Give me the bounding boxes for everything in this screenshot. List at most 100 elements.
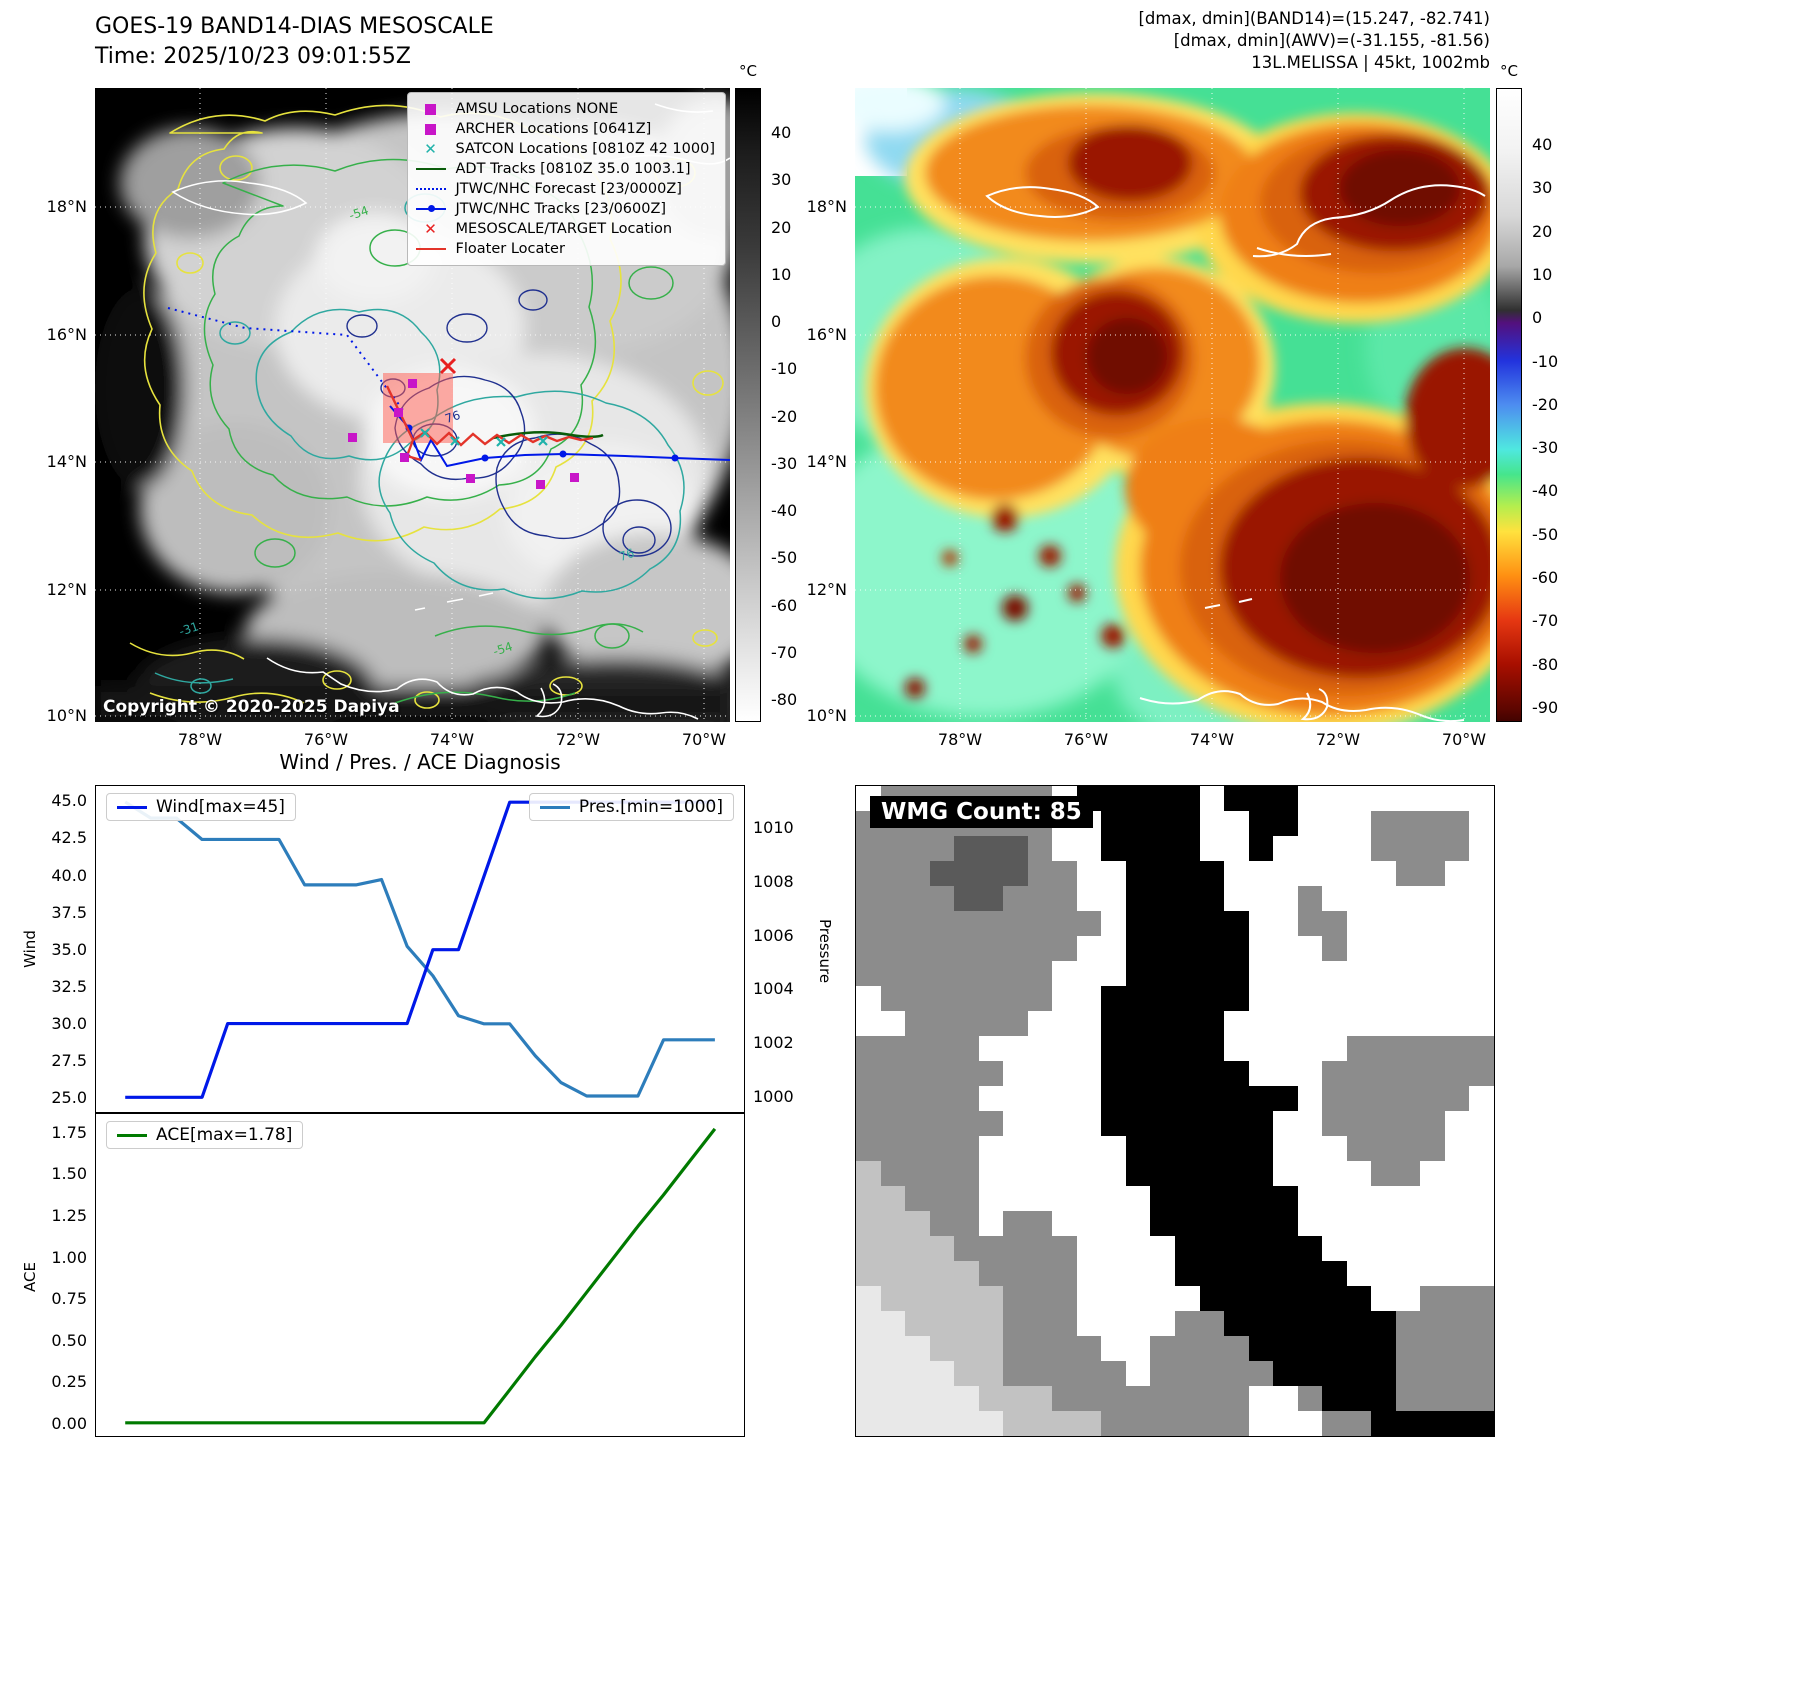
ace-legend-line-icon xyxy=(117,1133,147,1137)
band14-colorbar-unit: °C xyxy=(739,62,757,80)
wind-legend-line-icon xyxy=(117,805,147,809)
legend-item-label: JTWC/NHC Tracks [23/0600Z] xyxy=(455,201,667,217)
band14-colorbar-tick-label: -30 xyxy=(771,453,798,473)
awv-lat-tick-label: 10°N xyxy=(806,706,847,725)
legend-item-label: SATCON Locations [0810Z 42 1000] xyxy=(455,141,715,157)
pressure-ytick-label: 1000 xyxy=(753,1086,794,1106)
grid-lines xyxy=(855,88,1490,722)
legend-item-label: MESOSCALE/TARGET Location xyxy=(455,221,673,237)
legend-item-label: JTWC/NHC Forecast [23/0000Z] xyxy=(455,181,682,197)
tr-coastlines xyxy=(985,184,1486,722)
band14-colorbar-tick-label: -20 xyxy=(771,406,798,426)
pressure-legend-label: Pres.[min=1000] xyxy=(578,797,723,817)
ace-legend-label: ACE[max=1.78] xyxy=(156,1125,293,1145)
ace-ytick-label: 1.00 xyxy=(51,1247,87,1267)
awv-colorbar-tick-label: -40 xyxy=(1532,481,1559,501)
band14-colorbar-tick-label: -80 xyxy=(771,690,798,709)
awv-colorbar-tick-label: -70 xyxy=(1532,611,1559,631)
awv-lon-tick-label: 78°W xyxy=(937,730,983,749)
pressure-ytick-label: 1010 xyxy=(753,818,794,838)
ace-chart: ACE[max=1.78] xyxy=(95,1113,745,1437)
ace-ytick-label: 0.00 xyxy=(51,1413,87,1433)
wind-ytick-label: 32.5 xyxy=(51,976,87,996)
tr-title-line2: [dmax, dmin](AWV)=(-31.155, -81.56) xyxy=(1173,31,1490,50)
band14-lon-tick-label: 76°W xyxy=(303,730,349,749)
legend-square-icon xyxy=(414,123,448,135)
legend-item: ARCHER Locations [0641Z] xyxy=(414,119,715,139)
legend-item: ADT Tracks [0810Z 35.0 1003.1] xyxy=(414,159,715,179)
wind-ytick-label: 45.0 xyxy=(51,791,87,811)
pressure-ytick-label: 1004 xyxy=(753,979,794,999)
ace-ytick-label: 0.25 xyxy=(51,1372,87,1392)
legend-item-label: Floater Locater xyxy=(455,241,565,257)
wind-ytick-label: 42.5 xyxy=(51,828,87,848)
pressure-ytick-label: 1002 xyxy=(753,1033,794,1053)
wind-ytick-label: 37.5 xyxy=(51,902,87,922)
legend-item: ✕ SATCON Locations [0810Z 42 1000] xyxy=(414,139,715,159)
band14-lat-tick-label: 10°N xyxy=(46,706,87,725)
wind-pressure-plot-lines xyxy=(124,800,715,1099)
wind-axis-label: Wind xyxy=(21,930,39,968)
wind-pressure-chart: Wind[max=45] Pres.[min=1000] xyxy=(95,785,745,1113)
band14-colorbar-tick-label: -40 xyxy=(771,501,798,520)
awv-colorbar-tick-label: 10 xyxy=(1532,264,1553,284)
ace-ytick-label: 1.75 xyxy=(51,1122,87,1142)
awv-lon-tick-label: 74°W xyxy=(1189,730,1235,749)
satcon-marker-icons xyxy=(420,428,548,447)
legend-line-icon xyxy=(414,248,448,250)
band14-lat-tick-label: 12°N xyxy=(46,580,87,599)
band14-lat-tick-label: 18°N xyxy=(46,197,87,216)
band14-lon-tick-label: 74°W xyxy=(429,730,475,749)
pressure-legend: Pres.[min=1000] xyxy=(528,793,734,821)
legend-x-icon: ✕ xyxy=(424,140,437,158)
band14-colorbar-tick-label: 20 xyxy=(771,217,792,237)
legend-item: JTWC/NHC Tracks [23/0600Z] xyxy=(414,199,715,219)
awv-map-image xyxy=(855,88,1490,722)
band14-colorbar xyxy=(735,88,761,722)
awv-colorbar-tick-label: 0 xyxy=(1532,308,1543,328)
band14-colorbar-tick-label: 40 xyxy=(771,123,792,142)
band14-colorbar-tick-label: -10 xyxy=(771,359,798,379)
awv-colorbar-tick-label: -60 xyxy=(1532,568,1559,588)
awv-lon-tick-label: 70°W xyxy=(1441,730,1487,749)
awv-colorbar-tick-label: 40 xyxy=(1532,135,1553,154)
band14-lon-tick-label: 78°W xyxy=(177,730,223,749)
tr-title-line1: [dmax, dmin](BAND14)=(15.247, -82.741) xyxy=(1138,9,1490,28)
legend-line-dot-icon xyxy=(414,205,448,212)
wmg-pixel-grid xyxy=(856,786,1494,1436)
awv-colorbar xyxy=(1496,88,1522,722)
awv-colorbar-tick-label: -50 xyxy=(1532,524,1559,544)
awv-lon-tick-label: 72°W xyxy=(1315,730,1361,749)
legend-square-icon xyxy=(414,103,448,115)
legend-item-label: AMSU Locations NONE xyxy=(455,101,619,117)
tr-title-block: [dmax, dmin](BAND14)=(15.247, -82.741) [… xyxy=(1138,8,1490,74)
ace-ytick-label: 1.25 xyxy=(51,1206,87,1225)
wind-ytick-label: 35.0 xyxy=(51,939,87,959)
amsu-archer-marker-icons xyxy=(348,379,579,489)
wind-ytick-label: 40.0 xyxy=(51,865,87,885)
ace-ytick-label: 1.50 xyxy=(51,1164,87,1184)
band14-lat-tick-label: 16°N xyxy=(46,325,87,344)
ace-plot-line xyxy=(125,1127,717,1425)
cloud-system xyxy=(865,93,1490,722)
awv-lat-tick-label: 16°N xyxy=(806,325,847,344)
wmg-image-panel: WMG Count: 85 xyxy=(855,785,1495,1437)
tl-panel-subtitle: Time: 2025/10/23 09:01:55Z xyxy=(95,44,411,69)
band14-colorbar-tick-label: 30 xyxy=(771,170,792,190)
band14-lon-tick-label: 72°W xyxy=(555,730,601,749)
awv-colorbar-unit: °C xyxy=(1500,62,1518,80)
awv-colorbar-tick-label: 20 xyxy=(1532,221,1553,241)
wind-ytick-label: 25.0 xyxy=(51,1088,87,1108)
band14-map: AMSU Locations NONE ARCHER Locations [064… xyxy=(95,88,730,722)
awv-colorbar-tick-label: -20 xyxy=(1532,394,1559,414)
legend-line-icon xyxy=(414,168,448,170)
awv-lon-tick-label: 76°W xyxy=(1063,730,1109,749)
legend-item: JTWC/NHC Forecast [23/0000Z] xyxy=(414,179,715,199)
ace-ytick-label: 0.75 xyxy=(51,1289,87,1309)
wind-ytick-label: 27.5 xyxy=(51,1051,87,1071)
band14-lat-tick-label: 14°N xyxy=(46,452,87,471)
band14-lon-tick-label: 70°W xyxy=(681,730,727,749)
band14-colorbar-tick-label: 10 xyxy=(771,264,792,284)
awv-colorbar-tick-label: -30 xyxy=(1532,438,1559,458)
